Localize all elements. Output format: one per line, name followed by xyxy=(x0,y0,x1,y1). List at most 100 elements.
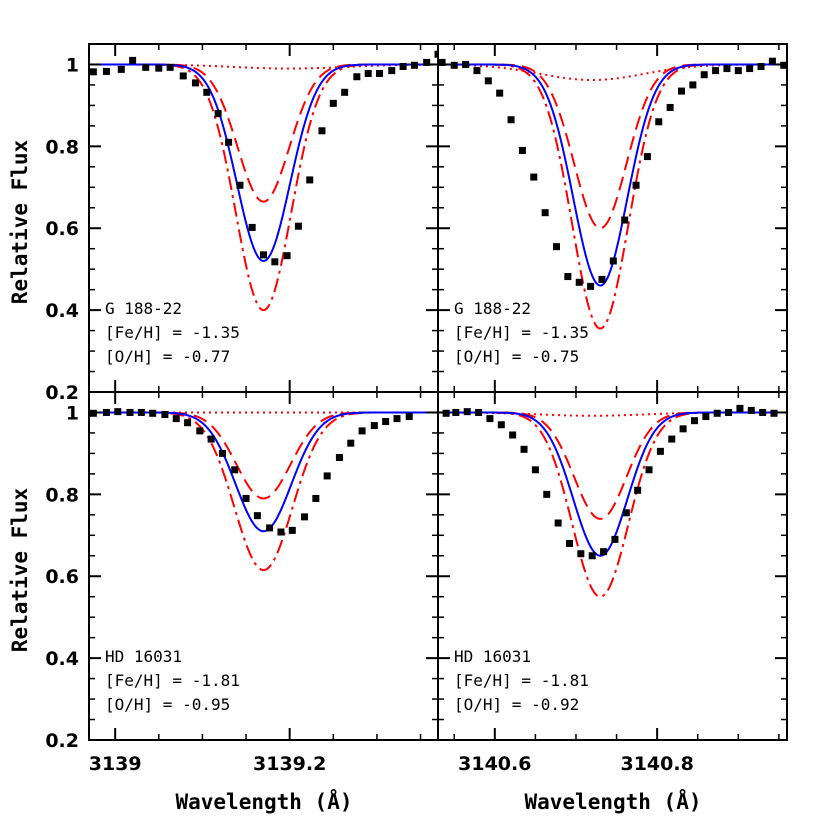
x-tick-label: 3140.8 xyxy=(620,753,693,775)
panel-0: 0.2 0.4 0.6 0.8 1 G 188-22 [Fe/H] = -1.35 [O/H]… xyxy=(45,43,439,404)
panel-annotation: HD 16031 xyxy=(454,647,531,666)
data-point xyxy=(723,65,731,73)
x-axis-title-right: Wavelength (Å) xyxy=(524,789,701,814)
panel-annotation: [Fe/H] = -1.35 xyxy=(105,323,240,342)
data-point xyxy=(218,449,226,457)
y-tick-label: 0.8 xyxy=(45,484,79,506)
no-oxygen-curve xyxy=(89,63,438,70)
panel-2: 0.2 0.4 0.6 0.8 1 3139 3139.2 HD 16031 [Fe/H] = … xyxy=(45,391,439,775)
data-point xyxy=(520,445,528,453)
data-point xyxy=(531,466,539,474)
data-point xyxy=(507,116,515,124)
data-point xyxy=(335,454,343,462)
data-point xyxy=(577,550,585,558)
dashed-curve xyxy=(438,411,787,520)
data-point xyxy=(553,243,560,251)
data-point xyxy=(231,466,239,474)
data-point xyxy=(518,146,526,154)
panel-annotation: [O/H] = -0.75 xyxy=(454,347,579,366)
data-point xyxy=(329,99,337,107)
data-point xyxy=(587,282,595,290)
panel-annotation: [O/H] = -0.95 xyxy=(105,695,230,714)
data-point xyxy=(423,58,431,66)
data-point xyxy=(598,275,606,283)
panel-annotation: HD 16031 xyxy=(105,647,182,666)
data-point xyxy=(622,509,630,517)
data-point xyxy=(475,408,483,416)
data-point xyxy=(757,63,765,71)
dashed-curve xyxy=(438,63,787,230)
panel-annotation: [Fe/H] = -1.81 xyxy=(105,671,240,690)
dashed-curve xyxy=(89,411,438,500)
data-point xyxy=(102,67,110,75)
data-point xyxy=(405,413,413,421)
data-point xyxy=(155,64,163,72)
data-point xyxy=(399,63,407,71)
data-point xyxy=(382,417,390,425)
y-tick-label: 1 xyxy=(66,54,79,76)
x-tick-label: 3140.6 xyxy=(458,753,531,775)
data-point xyxy=(484,77,492,85)
data-point xyxy=(129,56,137,64)
data-point xyxy=(242,494,250,502)
data-point xyxy=(288,526,296,534)
data-point xyxy=(312,494,320,502)
dashdot-curve xyxy=(89,63,438,312)
data-point xyxy=(341,88,349,96)
y-tick-label: 0.4 xyxy=(45,648,79,670)
data-point xyxy=(713,409,721,417)
data-point xyxy=(260,251,267,259)
data-point xyxy=(543,490,551,498)
dashed-curve xyxy=(89,63,438,203)
data-point xyxy=(248,223,256,231)
data-point xyxy=(725,408,733,416)
best-fit-curve xyxy=(438,411,787,557)
data-point xyxy=(679,425,687,433)
data-point xyxy=(434,50,438,58)
data-point xyxy=(462,60,470,68)
data-point xyxy=(509,431,517,439)
best-fit-curve xyxy=(89,63,438,263)
data-point xyxy=(137,408,145,416)
data-point xyxy=(496,89,504,97)
data-point xyxy=(117,65,125,73)
panels: 0.2 0.4 0.6 0.8 1 G 188-22 [Fe/H] = -1.35 [O/H]… xyxy=(45,43,788,775)
data-point xyxy=(690,417,698,425)
data-point xyxy=(588,552,596,560)
data-point xyxy=(388,67,396,75)
data-point xyxy=(149,409,157,417)
y-axis-title-bottom: Relative Flux xyxy=(8,487,32,652)
data-point xyxy=(621,216,629,224)
panel-plot-area xyxy=(89,50,438,312)
panel-annotation: [O/H] = -0.92 xyxy=(454,695,579,714)
data-point xyxy=(689,81,697,89)
data-point xyxy=(253,512,261,520)
data-point xyxy=(225,138,233,146)
best-fit-curve xyxy=(438,63,787,287)
data-point xyxy=(102,408,110,416)
labels: Relative Flux Relative Flux Wavelength (… xyxy=(8,139,702,814)
data-point xyxy=(609,257,617,265)
data-point xyxy=(541,209,549,217)
data-point xyxy=(166,63,174,71)
y-tick-label: 0.8 xyxy=(45,136,79,158)
data-point xyxy=(114,408,122,416)
data-point xyxy=(142,63,150,71)
data-point xyxy=(645,466,653,474)
data-point xyxy=(677,87,685,95)
data-point xyxy=(700,71,708,79)
data-point xyxy=(564,273,572,281)
data-point xyxy=(393,415,401,423)
panel-plot-area xyxy=(438,57,787,330)
data-point xyxy=(702,413,710,421)
data-point xyxy=(486,415,494,423)
data-point xyxy=(347,439,355,447)
data-point xyxy=(632,181,640,189)
data-point xyxy=(497,421,505,429)
y-tick-label: 0.2 xyxy=(45,730,79,752)
panel-plot-area xyxy=(89,408,438,572)
data-point xyxy=(668,435,676,443)
data-point xyxy=(734,67,742,75)
no-oxygen-curve xyxy=(438,411,787,417)
